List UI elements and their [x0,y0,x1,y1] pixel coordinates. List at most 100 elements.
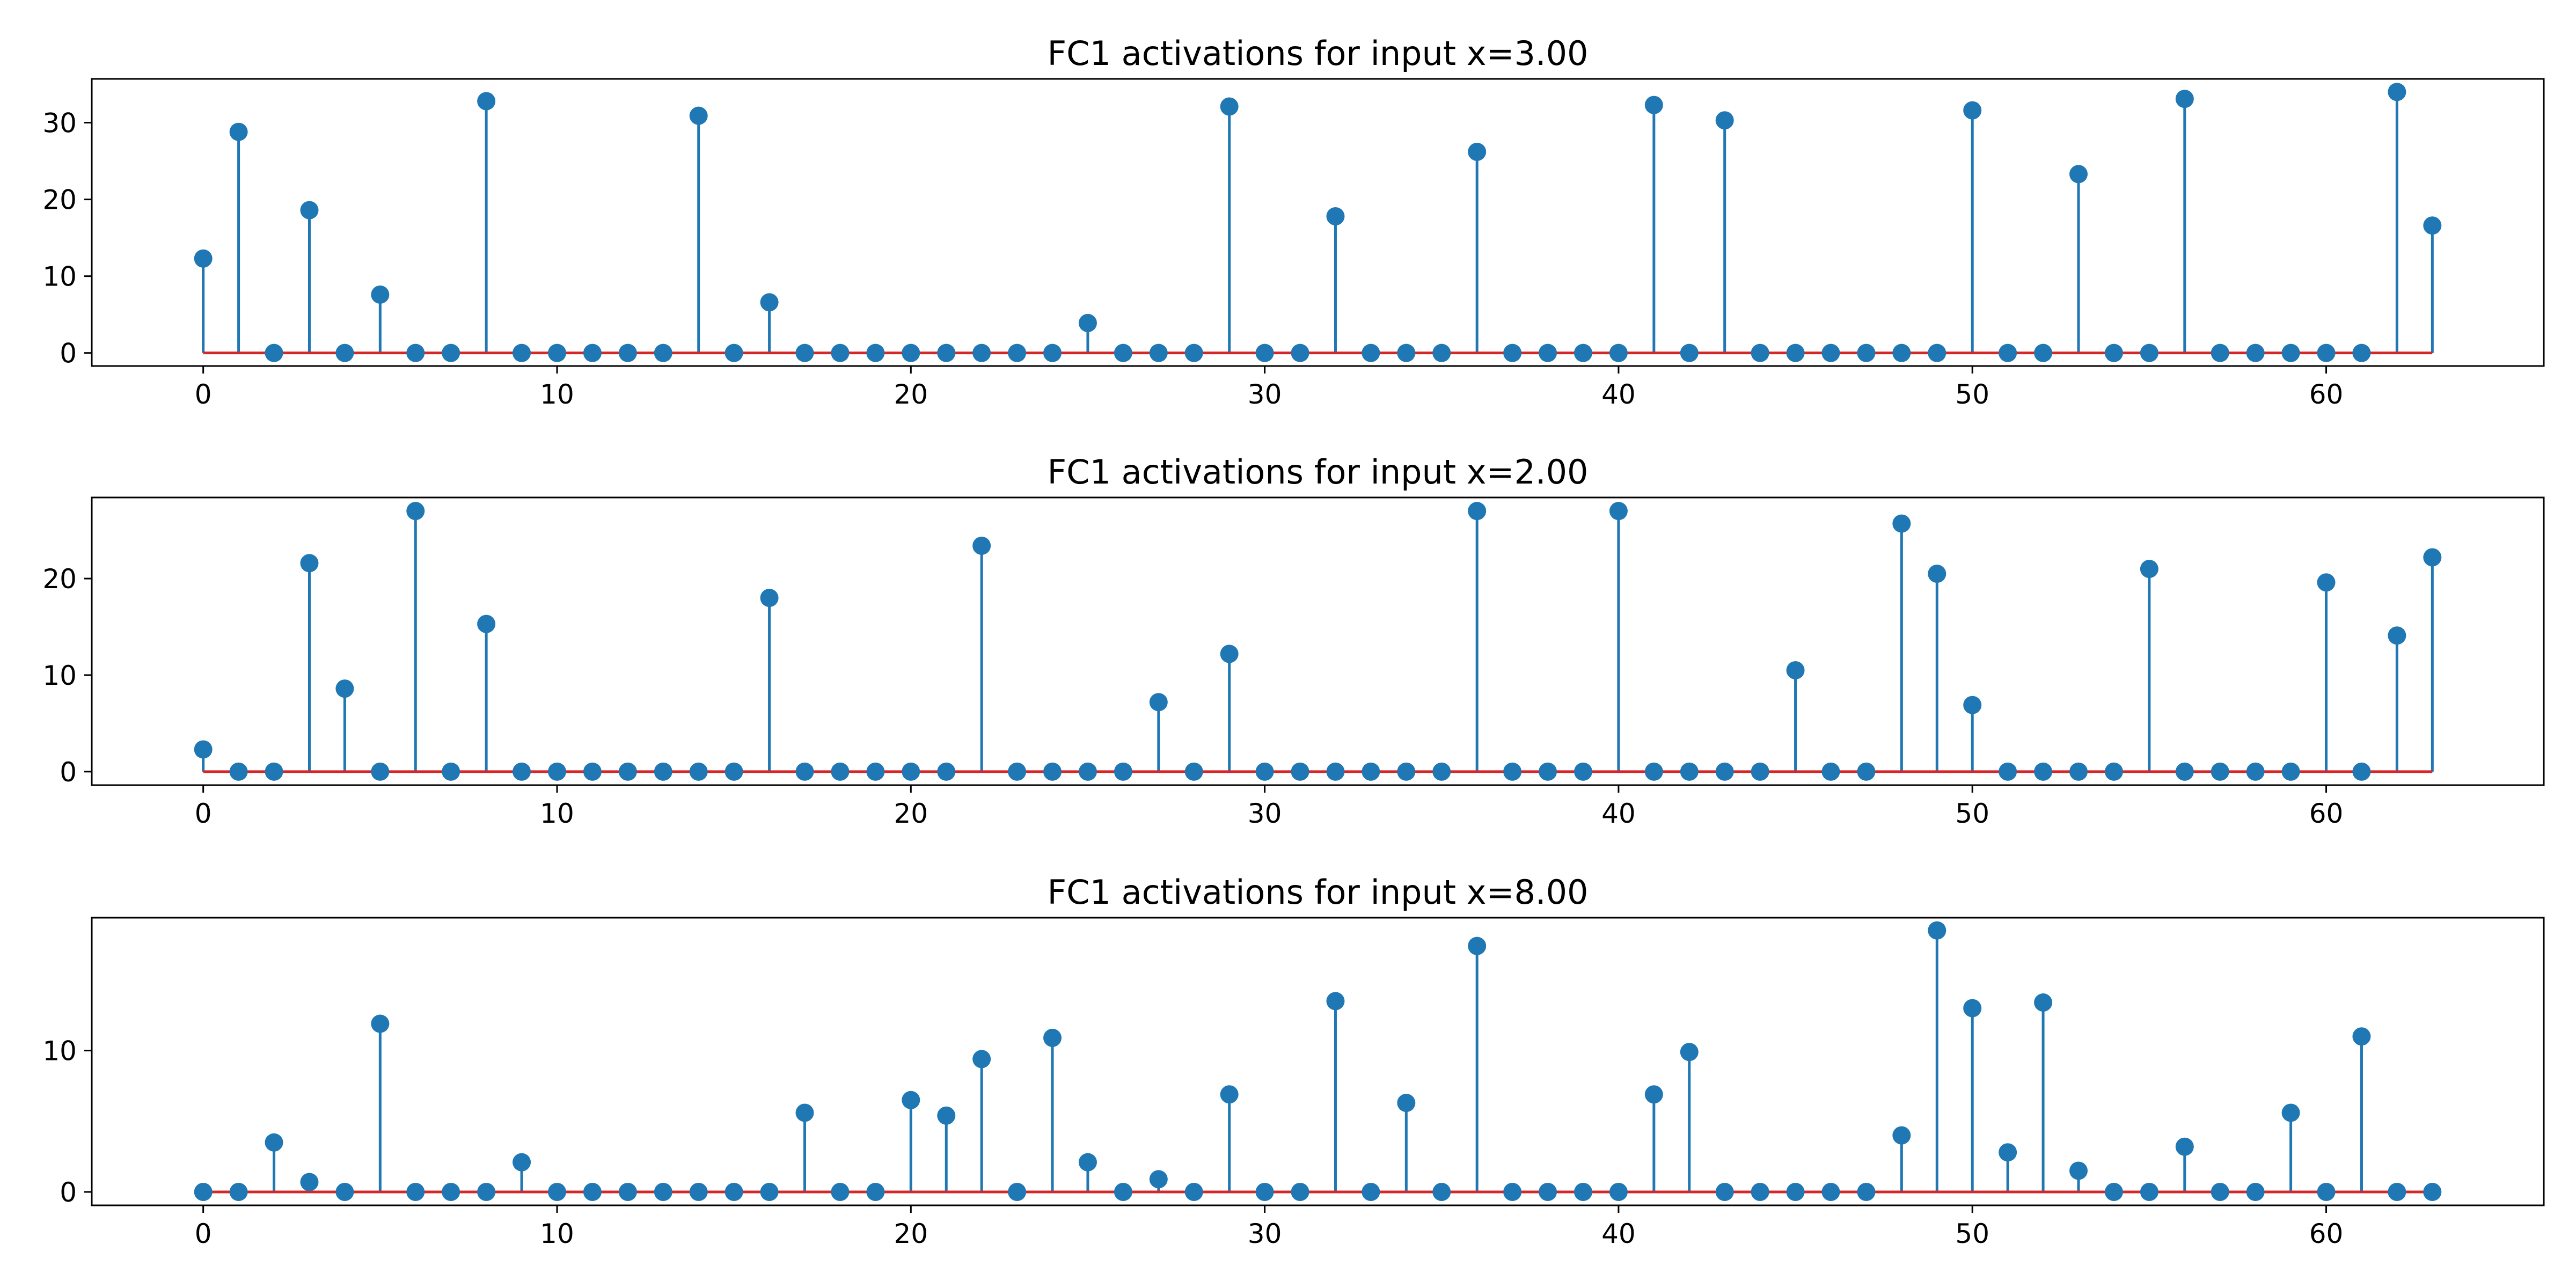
data-point-marker [1821,343,1840,362]
data-point-marker [1786,661,1805,679]
data-point-marker [654,343,672,362]
data-point-marker [1291,343,1309,362]
data-point-marker [1149,343,1168,362]
data-point-marker [442,1182,460,1201]
chart-title: FC1 activations for input x=8.00 [1047,873,1588,912]
data-point-marker [795,762,814,781]
data-point-marker [2246,343,2265,362]
data-point-marker [229,1182,248,1201]
data-point-marker [583,762,602,781]
data-point-marker [1999,1143,2017,1162]
data-point-marker [335,1182,354,1201]
data-point-marker [335,679,354,698]
data-point-marker [902,762,920,781]
data-point-marker [406,343,425,362]
data-point-marker [1043,343,1062,362]
data-point-marker [1255,1182,1274,1201]
data-point-marker [1786,1182,1805,1201]
data-point-marker [300,201,319,219]
data-point-marker [2317,573,2336,592]
y-tick-label: 20 [42,185,77,216]
data-point-marker [2140,343,2158,362]
data-point-marker [1680,343,1699,362]
data-point-marker [724,343,743,362]
data-point-marker [866,343,885,362]
data-point-marker [831,762,850,781]
x-tick-label: 60 [2309,1218,2344,1249]
data-point-marker [1184,343,1203,362]
x-tick-label: 0 [195,798,212,829]
data-point-marker [300,1173,319,1191]
data-point-marker [1539,1182,1557,1201]
data-point-marker [2388,626,2406,645]
data-point-marker [654,762,672,781]
data-point-marker [2423,1182,2442,1201]
data-point-marker [1043,762,1062,781]
data-point-marker [300,554,319,573]
data-point-marker [477,92,496,111]
data-point-marker [689,762,708,781]
data-point-marker [1432,762,1451,781]
data-point-marker [513,343,531,362]
data-point-marker [1539,762,1557,781]
data-point-marker [1432,343,1451,362]
data-point-marker [1644,1085,1663,1104]
chart-title: FC1 activations for input x=3.00 [1047,34,1588,73]
data-point-marker [1291,762,1309,781]
data-point-marker [1326,992,1345,1011]
data-point-marker [1255,343,1274,362]
data-point-marker [1963,101,1982,120]
data-point-marker [2069,762,2088,781]
data-point-marker [1644,762,1663,781]
data-point-marker [1928,343,1946,362]
data-point-marker [406,502,425,521]
data-point-marker [1184,762,1203,781]
data-point-marker [1326,762,1345,781]
chart-panel-1: FC1 activations for input x=3.00 0 10 20 30 4… [42,34,2545,410]
y-tick-label: 10 [42,660,77,691]
data-point-marker [194,1182,213,1201]
data-point-marker [1680,762,1699,781]
data-point-marker [1963,696,1982,714]
data-point-marker [1892,1126,1911,1145]
data-point-marker [2211,1182,2229,1201]
data-point-marker [2246,1182,2265,1201]
data-point-marker [2069,1161,2088,1180]
y-tick-label: 0 [60,338,77,369]
data-point-marker [866,762,885,781]
data-point-marker [1220,97,1239,116]
data-point-marker [2388,83,2406,101]
y-tick-label: 10 [42,1036,77,1067]
data-point-marker [371,1014,390,1033]
data-point-marker [194,740,213,759]
data-point-marker [1397,762,1416,781]
data-point-marker [2104,343,2123,362]
axes-frame [91,917,2545,1206]
data-point-marker [902,343,920,362]
data-point-marker [1468,936,1487,955]
data-point-marker [1468,142,1487,161]
x-tick-label: 30 [1248,379,1282,410]
data-point-marker [689,1182,708,1201]
data-point-marker [2246,762,2265,781]
data-point-marker [1574,343,1592,362]
axes-frame [91,78,2545,367]
chart-panel-2: FC1 activations for input x=2.00 0 10 20 30 4… [42,452,2545,829]
x-tick-label: 40 [1601,798,1636,829]
x-tick-label: 30 [1248,1218,1282,1249]
data-point-marker [1892,514,1911,533]
data-point-marker [937,343,956,362]
data-point-marker [1043,1028,1062,1047]
data-point-marker [1715,111,1734,130]
data-point-marker [1255,762,1274,781]
data-point-marker [2175,90,2194,108]
x-tick-label: 50 [1955,798,1989,829]
data-point-marker [1008,343,1027,362]
data-point-marker [1468,502,1487,521]
data-point-marker [724,1182,743,1201]
axes-frame [91,496,2545,786]
data-point-marker [1503,1182,1522,1201]
data-point-marker [477,614,496,633]
data-point-marker [937,762,956,781]
data-point-marker [477,1182,496,1201]
